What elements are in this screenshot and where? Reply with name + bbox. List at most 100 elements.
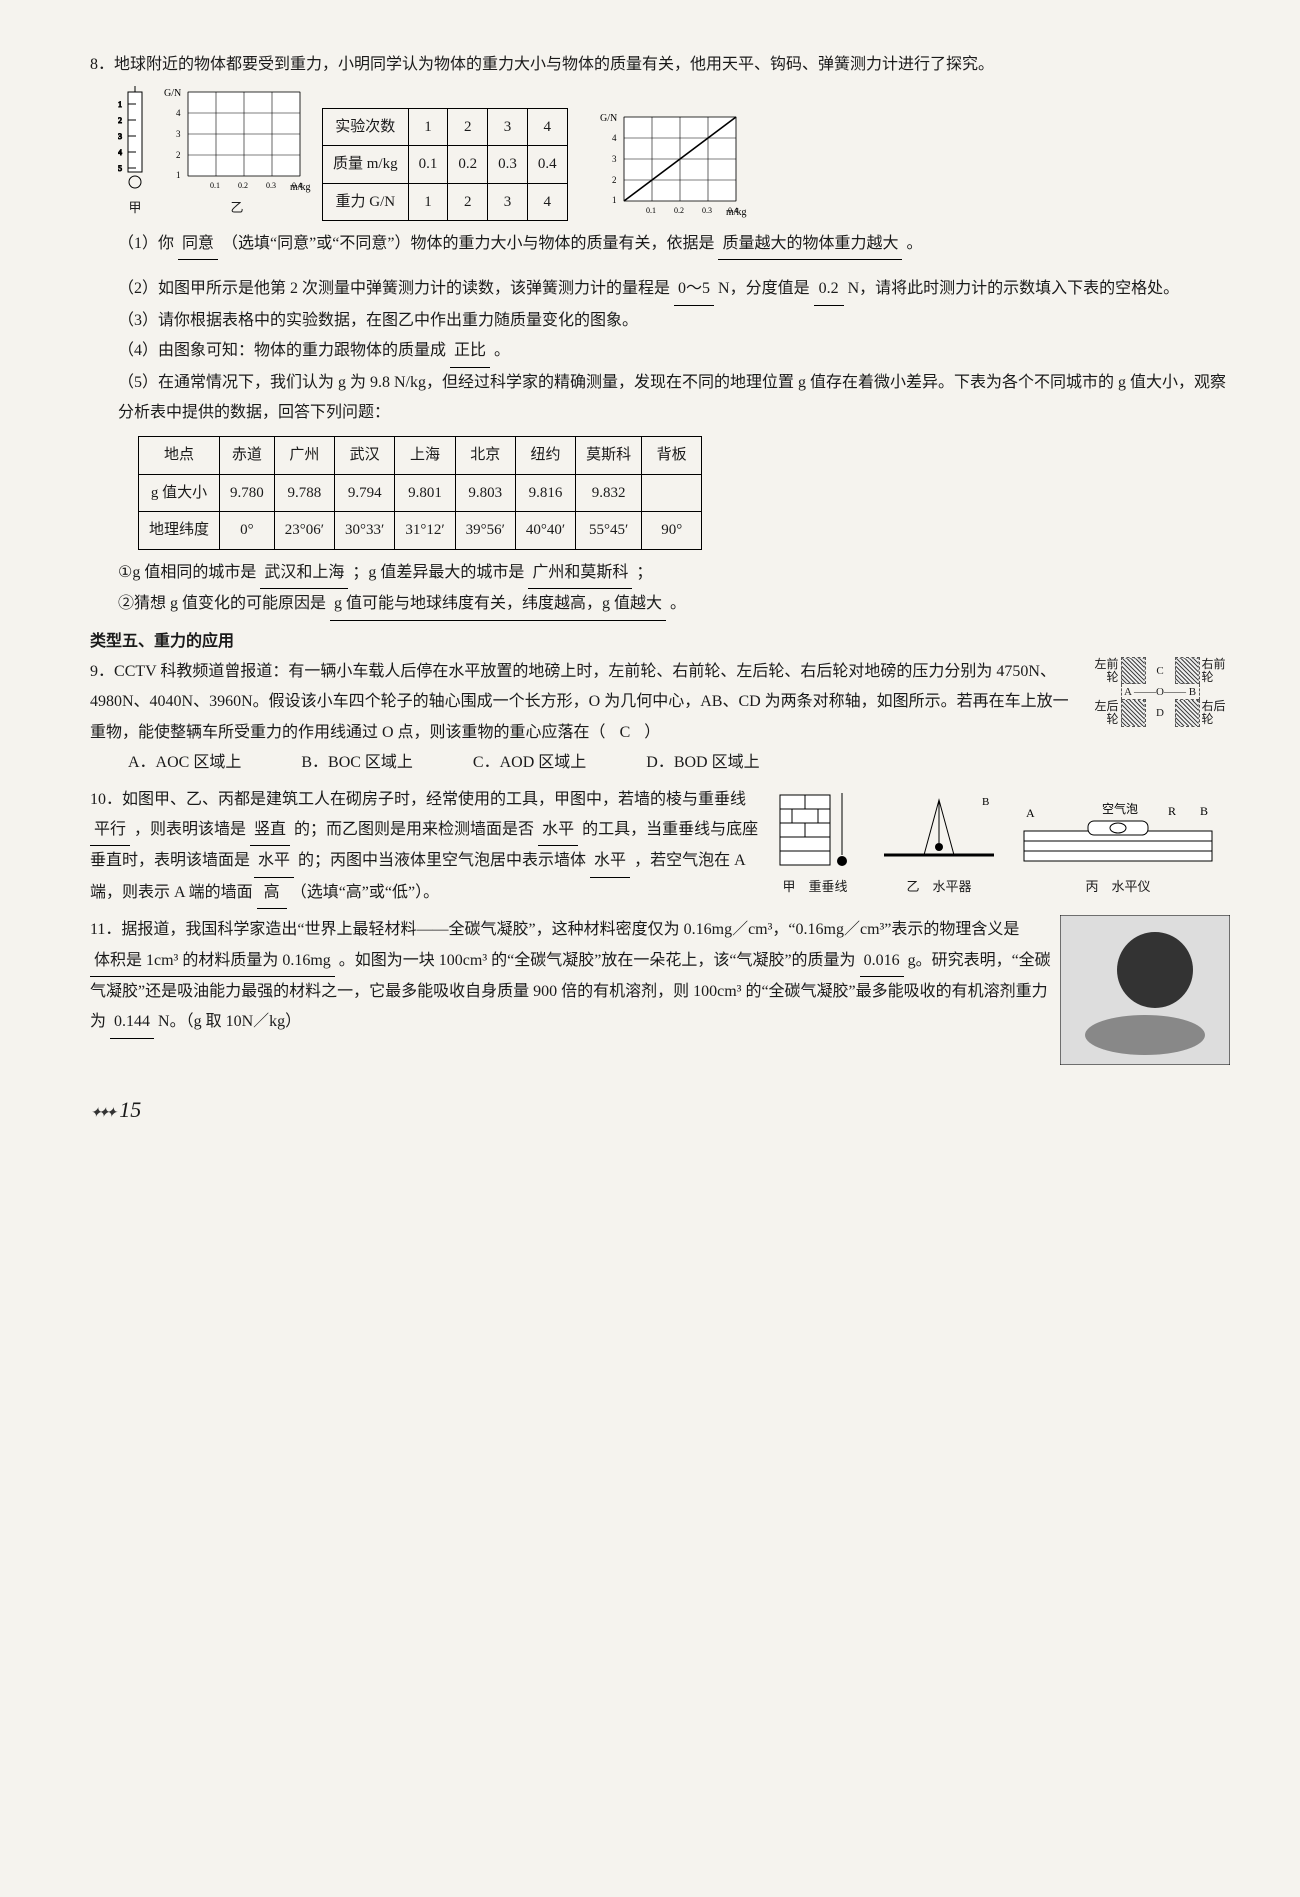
svg-text:0.3: 0.3 [266, 181, 276, 190]
svg-text:1: 1 [118, 100, 122, 109]
wheel-icon [1121, 700, 1145, 726]
answer-blank: 水平 [254, 846, 294, 877]
td: 40°40′ [515, 512, 575, 550]
th: 实验次数 [323, 108, 409, 146]
th: 纽约 [515, 437, 575, 475]
answer-blank: 广州和莫斯科 [528, 558, 632, 589]
svg-text:2: 2 [118, 116, 122, 125]
answer-blank: 武汉和上海 [260, 558, 348, 589]
letter: D [1145, 700, 1175, 726]
text: （选填“同意”或“不同意”）物体的重力大小与物体的质量有关，依据是 [222, 235, 714, 252]
td: 0° [220, 512, 275, 550]
fig-bing: A 空气泡 R B 丙 水平仪 [1018, 785, 1218, 900]
page-number: 15 [90, 1089, 1230, 1131]
wheel-diagram: 左前轮 C 右前轮 A ——O—— B 左后轮 D 右后轮 [1090, 657, 1230, 727]
q10-number: 10． [90, 791, 122, 808]
td: 23°06′ [274, 512, 334, 550]
td: 重力 G/N [323, 183, 409, 221]
table-row: 实验次数 1 2 3 4 [323, 108, 568, 146]
th: 3 [488, 108, 528, 146]
letter: C [1145, 658, 1175, 684]
q8-sub5: （5）在通常情况下，我们认为 g 为 9.8 N/kg，但经过科学家的精确测量，… [118, 368, 1230, 429]
text: 。 [906, 235, 922, 252]
svg-text:3: 3 [118, 132, 122, 141]
td: 0.2 [448, 146, 488, 184]
text: （选填“高”或“低”）。 [291, 884, 439, 901]
td: 9.803 [455, 474, 515, 512]
svg-text:4: 4 [612, 133, 617, 143]
text: N。（g 取 10N／kg） [158, 1013, 301, 1030]
question-9: 左前轮 C 右前轮 A ——O—— B 左后轮 D 右后轮 9．CCTV 科教频… [90, 657, 1230, 779]
th: 北京 [455, 437, 515, 475]
td: 9.794 [335, 474, 395, 512]
label: 左前轮 [1090, 658, 1121, 684]
q9-stem: CCTV 科教频道曾报道：有一辆小车载人后停在水平放置的地磅上时，左前轮、右前轮… [90, 663, 1069, 741]
svg-text:G/N: G/N [600, 113, 617, 124]
th: 4 [527, 108, 567, 146]
option-b: B．BOC 区域上 [301, 748, 413, 778]
fig-jia: 甲 重垂线 [770, 785, 860, 900]
svg-text:0.1: 0.1 [210, 181, 220, 190]
text: ①g 值相同的城市是 [118, 564, 256, 581]
q9-number: 9． [90, 663, 114, 680]
text: 。如图为一块 100cm³ 的“全碳气凝胶”放在一朵花上，该“气凝胶”的质量为 [339, 952, 856, 969]
table-row: 地点 赤道 广州 武汉 上海 北京 纽约 莫斯科 背板 [139, 437, 702, 475]
q8-sub3: （3）请你根据表格中的实验数据，在图乙中作出重力随质量变化的图象。 [118, 306, 1230, 336]
text: ） [644, 724, 660, 741]
text: ，则表明该墙是 [134, 821, 246, 838]
text: （2）如图甲所示是他第 2 次测量中弹簧测力计的读数，该弹簧测力计的量程是 [118, 280, 670, 297]
th: 1 [408, 108, 448, 146]
th: 赤道 [220, 437, 275, 475]
td: 31°12′ [395, 512, 455, 550]
svg-text:1: 1 [612, 195, 617, 205]
table-row: 质量 m/kg 0.1 0.2 0.3 0.4 [323, 146, 568, 184]
td: g 值大小 [139, 474, 220, 512]
caption: 乙 水平器 [874, 875, 1004, 900]
answer-blank: 高 [257, 878, 287, 909]
question-11: 11．据报道，我国科学家造出“世界上最轻材料——全碳气凝胶”，这种材料密度仅为 … [90, 915, 1230, 1065]
svg-text:G/N: G/N [164, 88, 181, 99]
q8-sub5-q2: ②猜想 g 值变化的可能原因是 g 值可能与地球纬度有关，纬度越高，g 值越大 … [118, 589, 1230, 620]
g-value-table: 地点 赤道 广州 武汉 上海 北京 纽约 莫斯科 背板 g 值大小 9.780 … [138, 436, 702, 550]
svg-text:0.3: 0.3 [702, 206, 712, 215]
svg-text:空气泡: 空气泡 [1102, 801, 1138, 816]
th: 广州 [274, 437, 334, 475]
q8-stem: 地球附近的物体都要受到重力，小明同学认为物体的重力大小与物体的质量有关，他用天平… [114, 56, 994, 73]
q8-figure-row: 1 2 3 4 5 甲 [118, 86, 1230, 221]
td: 90° [642, 512, 702, 550]
wheel-icon [1175, 700, 1199, 726]
option-d: D．BOD 区域上 [646, 748, 759, 778]
fig-yi-label: 乙 [162, 196, 312, 221]
caption: 甲 重垂线 [770, 875, 860, 900]
answer-blank: 0～5 [674, 274, 714, 305]
svg-text:R: R [1168, 804, 1176, 818]
td: 55°45′ [576, 512, 642, 550]
svg-text:A: A [1026, 806, 1035, 820]
text: 据报道，我国科学家造出“世界上最轻材料——全碳气凝胶”，这种材料密度仅为 0.1… [121, 921, 1019, 938]
text: （1）你 [118, 235, 174, 252]
svg-text:4: 4 [176, 108, 181, 118]
th: 武汉 [335, 437, 395, 475]
td: 9.788 [274, 474, 334, 512]
svg-text:B: B [982, 796, 989, 808]
q8-sub4: （4）由图象可知：物体的重力跟物体的质量成 正比 。 [118, 336, 1230, 367]
q9-options: A．AOC 区域上 B．BOC 区域上 C．AOD 区域上 D．BOD 区域上 [128, 748, 1230, 778]
level-tool-icon: B [874, 785, 1004, 875]
experiment-table: 实验次数 1 2 3 4 质量 m/kg 0.1 0.2 0.3 0.4 [322, 108, 568, 222]
td-blank: 2 [448, 183, 488, 221]
th: 2 [448, 108, 488, 146]
question-8: 8．地球附近的物体都要受到重力，小明同学认为物体的重力大小与物体的质量有关，他用… [90, 50, 1230, 621]
text: ②猜想 g 值变化的可能原因是 [118, 595, 326, 612]
text: （4）由图象可知：物体的重力跟物体的质量成 [118, 342, 446, 359]
handwritten-value: 2 [464, 194, 472, 210]
fig-jia-label: 甲 [118, 196, 152, 221]
label: 左后轮 [1090, 700, 1121, 726]
section-type5: 类型五、重力的应用 [90, 627, 1230, 657]
text: 。 [670, 595, 686, 612]
svg-text:3: 3 [176, 129, 181, 139]
td: 9.801 [395, 474, 455, 512]
text: 。 [494, 342, 510, 359]
td: 4 [527, 183, 567, 221]
label: 右前轮 [1199, 658, 1230, 684]
text: ； [636, 564, 652, 581]
